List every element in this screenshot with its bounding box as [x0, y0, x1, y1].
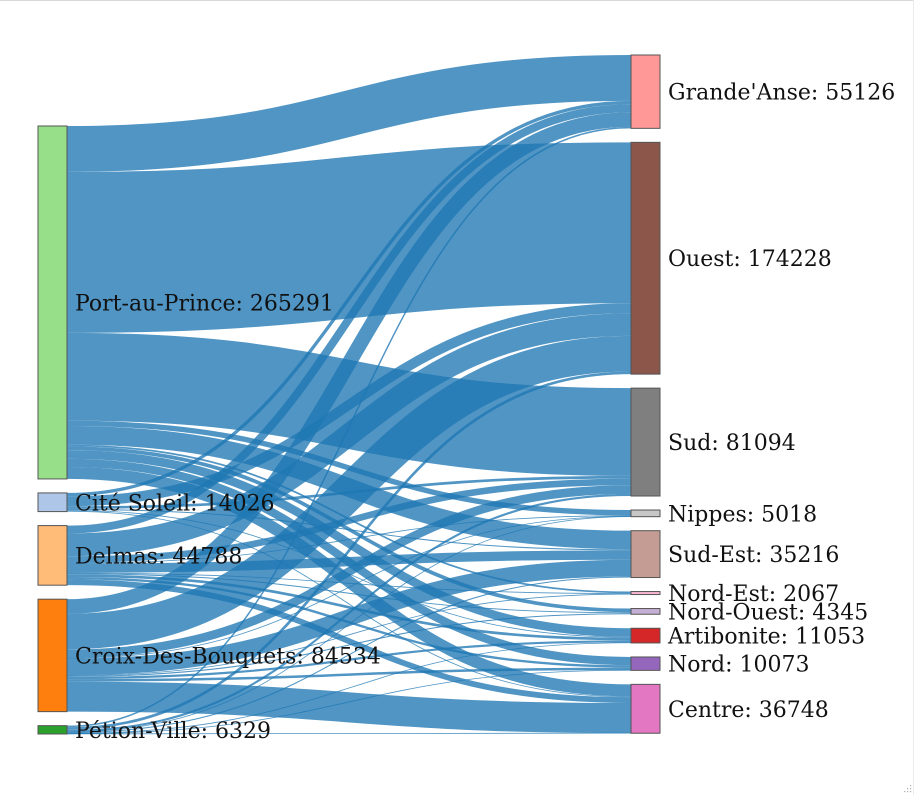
link-croix-to-nordest[interactable] — [66, 593, 632, 676]
node-label-nord: Nord: 10073 — [668, 653, 810, 678]
link-pap-to-ouest[interactable] — [66, 142, 632, 333]
node-label-centre: Centre: 36748 — [668, 698, 829, 723]
link-petion-to-ouest[interactable] — [66, 371, 632, 730]
node-label-grandeanse: Grande'Anse: 55126 — [668, 81, 895, 106]
link-cite-to-ouest[interactable] — [66, 303, 632, 507]
node-sud[interactable] — [630, 387, 661, 497]
node-label-cite: Cité Soleil: 14026 — [75, 491, 275, 516]
link-petion-to-sudest[interactable] — [66, 576, 632, 734]
node-ouest[interactable] — [630, 141, 661, 375]
node-label-petion: Pétion-Ville: 6329 — [75, 719, 271, 744]
link-croix-to-sud[interactable] — [66, 485, 632, 659]
node-label-delmas: Delmas: 44788 — [75, 544, 242, 569]
node-artibonite[interactable] — [630, 627, 661, 644]
node-centre[interactable] — [630, 683, 661, 734]
link-croix-to-nord[interactable] — [66, 667, 632, 682]
link-delmas-to-centre[interactable] — [66, 579, 632, 704]
node-label-sudest: Sud-Est: 35216 — [668, 543, 839, 568]
link-croix-to-centre[interactable] — [66, 681, 632, 734]
link-croix-to-nippes[interactable] — [66, 515, 632, 659]
link-croix-to-ouest[interactable] — [66, 335, 632, 650]
node-delmas[interactable] — [37, 525, 68, 586]
node-label-sud: Sud: 81094 — [668, 431, 796, 456]
link-petion-to-artibonite[interactable] — [66, 642, 632, 734]
link-pap-to-centre[interactable] — [66, 466, 632, 697]
node-label-artibonite: Artibonite: 11053 — [667, 625, 865, 650]
node-label-ouest: Ouest: 174228 — [668, 247, 832, 272]
link-croix-to-sudest[interactable] — [66, 559, 632, 676]
node-nordest[interactable] — [630, 591, 661, 596]
node-label-pap: Port-au-Prince: 265291 — [75, 291, 334, 316]
link-petion-to-nippes[interactable] — [66, 516, 632, 733]
node-grandeanse[interactable] — [630, 54, 661, 129]
link-pap-to-grandeanse[interactable] — [66, 54, 632, 172]
node-label-nordest: Nord-Est: 2067 — [668, 582, 839, 607]
links-layer — [66, 54, 632, 735]
link-croix-to-grandeanse[interactable] — [66, 112, 632, 614]
node-nippes[interactable] — [630, 509, 661, 518]
link-delmas-to-nippes[interactable] — [66, 515, 632, 564]
node-label-nippes: Nippes: 5018 — [668, 502, 817, 527]
node-nordouest[interactable] — [630, 608, 661, 615]
link-petion-to-centre[interactable] — [66, 732, 632, 735]
node-cite[interactable] — [37, 492, 68, 513]
link-petion-to-grandeanse[interactable] — [66, 126, 632, 728]
top-border — [0, 0, 914, 1]
node-label-nordouest: Nord-Ouest: 4345 — [668, 600, 868, 625]
link-petion-to-sud[interactable] — [66, 493, 632, 732]
node-label-croix: Croix-Des-Bouquets: 84534 — [75, 644, 381, 669]
link-cite-to-grandeanse[interactable] — [66, 100, 632, 497]
nodes-layer — [37, 54, 661, 735]
node-croix[interactable] — [37, 598, 68, 713]
link-delmas-to-sudest[interactable] — [66, 550, 632, 573]
link-delmas-to-ouest[interactable] — [66, 313, 632, 557]
link-petion-to-nord[interactable] — [66, 669, 632, 735]
link-delmas-to-grandeanse[interactable] — [66, 104, 632, 534]
node-petion[interactable] — [37, 725, 68, 735]
labels-layer: Port-au-Prince: 265291 Cité Soleil: 14026… — [75, 81, 895, 744]
link-croix-to-artibonite[interactable] — [66, 640, 632, 680]
link-croix-to-nordouest[interactable] — [66, 613, 632, 677]
node-pap[interactable] — [37, 125, 68, 480]
resize-grip-icon[interactable] — [902, 783, 912, 793]
node-sudest[interactable] — [630, 530, 661, 579]
link-delmas-to-sud[interactable] — [66, 478, 632, 563]
link-pap-to-artibonite[interactable] — [66, 450, 632, 637]
node-nord[interactable] — [630, 656, 661, 671]
